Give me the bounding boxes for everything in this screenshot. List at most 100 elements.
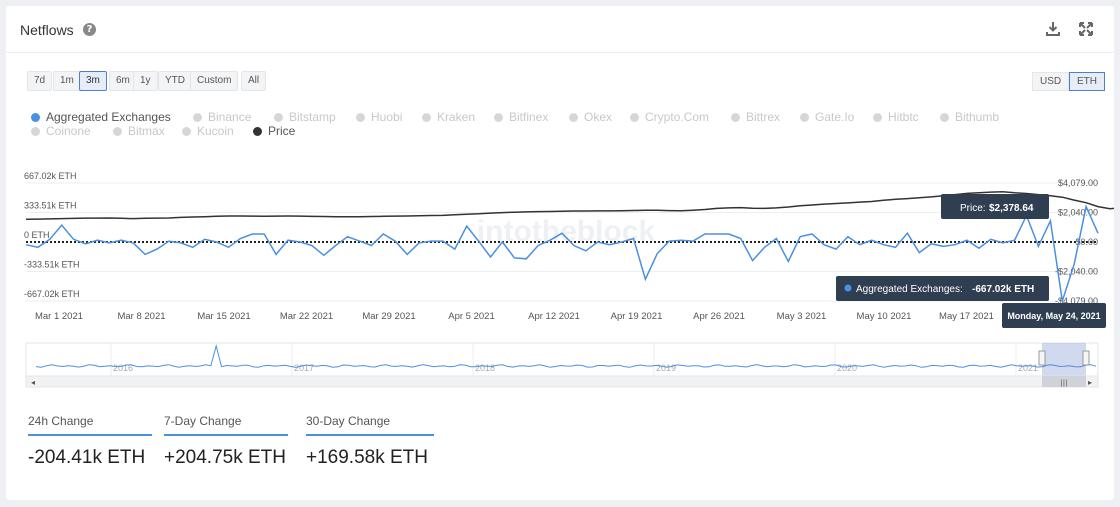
navigator-handle-right[interactable] [1082, 350, 1090, 366]
range-button-all[interactable]: All [241, 71, 267, 91]
unit-button-usd[interactable]: USD [1032, 72, 1070, 91]
series-tooltip-value: -667.02k ETH [972, 284, 1034, 295]
x-tick-label: May 10 2021 [857, 311, 912, 322]
navigator-year-label: 2019 [656, 363, 676, 373]
date-tooltip [1002, 303, 1106, 328]
navigator-year-label: 2017 [294, 363, 314, 373]
unit-button-eth[interactable]: ETH [1069, 72, 1105, 91]
navigator-handle-left[interactable] [1038, 350, 1046, 366]
legend-item-bithumb[interactable]: Bithumb [940, 110, 999, 124]
legend-item-kucoin[interactable]: Kucoin [182, 124, 234, 138]
series-line-aggregated-exchanges [25, 204, 1099, 302]
navigator-year-label: 2016 [113, 363, 133, 373]
navigator-year-label: 2020 [837, 363, 857, 373]
legend-label: Okex [584, 110, 613, 124]
range-button-1m[interactable]: 1m [53, 71, 81, 91]
stat-value: +169.58k ETH [306, 447, 428, 468]
x-tick-label: May 3 2021 [777, 311, 827, 322]
legend-label: Huobi [371, 110, 403, 124]
scroll-left-arrow-icon[interactable]: ◂ [31, 378, 35, 387]
y-tick-label-right: $2,040.00 [1058, 208, 1098, 218]
card-header: Netflows ? [6, 6, 1114, 53]
x-tick-label: Apr 12 2021 [528, 311, 580, 322]
range-button-6m[interactable]: 6m [109, 71, 137, 91]
legend-label: Gate.Io [815, 110, 855, 124]
series-tooltip-label: Aggregated Exchanges: [856, 284, 963, 295]
date-tooltip-text: Monday, May 24, 2021 [1007, 311, 1100, 321]
netflows-card: Netflows ? 7d 1m 3m 6m 1y YTD Custom All USD ETH… [6, 6, 1114, 500]
legend-dot [356, 112, 365, 122]
range-button-3m[interactable]: 3m [79, 71, 107, 91]
legend-dot [31, 112, 40, 122]
y-tick-label-right: -$4,079.00 [1055, 296, 1098, 306]
x-tick-label: Mar 8 2021 [117, 311, 165, 322]
legend-label: Bittrex [746, 110, 781, 124]
scrollbar-track[interactable] [25, 375, 1099, 388]
navigator-series-line [35, 344, 1097, 368]
legend-label: Hitbtc [888, 110, 919, 124]
range-button-7d[interactable]: 7d [27, 71, 53, 91]
x-tick-label: Apr 19 2021 [611, 311, 663, 322]
question-circle-icon[interactable]: ? [83, 23, 96, 36]
x-tick-label: Mar 22 2021 [280, 311, 333, 322]
y-tick-label-left: 0 ETH [24, 230, 50, 240]
x-tick-label: Apr 26 2021 [693, 311, 745, 322]
price-tooltip-label: Price: [960, 203, 986, 214]
legend-item-kraken[interactable]: Kraken [422, 110, 475, 124]
x-tick-label: May 17 2021 [939, 311, 994, 322]
legend-item-aggregated-exchanges[interactable]: Aggregated Exchanges [31, 110, 171, 124]
legend-item-okex[interactable]: Okex [569, 110, 612, 124]
stat-7-day-change: 7-Day Change +204.75k ETH [164, 414, 288, 469]
legend-dot [253, 126, 262, 136]
legend-item-binance[interactable]: Binance [193, 110, 251, 124]
navigator-year-label: 2021 [1018, 363, 1038, 373]
range-button-custom[interactable]: Custom [190, 71, 239, 91]
x-tick-label: Mar 1 2021 [35, 311, 83, 322]
y-tick-label-right: $4,079.00 [1058, 178, 1098, 188]
legend-item-bitstamp[interactable]: Bitstamp [274, 110, 336, 124]
legend-dot [182, 126, 191, 136]
legend-item-gate-io[interactable]: Gate.Io [800, 110, 854, 124]
legend-label: Bitstamp [289, 110, 336, 124]
stat-label: 30-Day Change [306, 414, 434, 436]
legend-dot [494, 112, 503, 122]
x-tick-label: Mar 15 2021 [197, 311, 250, 322]
x-tick-label: Mar 29 2021 [362, 311, 415, 322]
legend-item-bitmax[interactable]: Bitmax [113, 124, 165, 138]
download-icon[interactable] [1045, 21, 1061, 37]
legend-label: Bitmax [128, 124, 165, 138]
legend-item-bittrex[interactable]: Bittrex [731, 110, 780, 124]
legend-item-huobi[interactable]: Huobi [356, 110, 402, 124]
legend-dot [800, 112, 809, 122]
stat-24h-change: 24h Change -204.41k ETH [28, 414, 152, 469]
legend-label: Kraken [437, 110, 476, 124]
scrollbar-grip-icon: ||| [1060, 379, 1067, 387]
scrollbar-thumb[interactable] [1042, 376, 1086, 387]
legend-label: Bithumb [955, 110, 1000, 124]
legend-item-price[interactable]: Price [253, 124, 295, 138]
price-tooltip-value: $2,378.64 [989, 203, 1034, 214]
legend-item-coinone[interactable]: Coinone [31, 124, 91, 138]
legend-item-bitfinex[interactable]: Bitfinex [494, 110, 548, 124]
legend-dot [422, 112, 431, 122]
legend-label: Crypto.Com [645, 110, 710, 124]
stat-30-day-change: 30-Day Change +169.58k ETH [306, 414, 434, 469]
stat-value: +204.75k ETH [164, 447, 286, 468]
legend-dot [940, 112, 949, 122]
price-tooltip [941, 194, 1049, 219]
legend-item-crypto-com[interactable]: Crypto.Com [630, 110, 709, 124]
legend-dot [31, 126, 40, 136]
legend-item-hitbtc[interactable]: Hitbtc [873, 110, 919, 124]
expand-icon[interactable] [1078, 21, 1094, 37]
legend-dot [274, 112, 283, 122]
series-tooltip [836, 276, 1049, 301]
y-tick-label-left: -333.51k ETH [24, 260, 80, 270]
stat-label: 7-Day Change [164, 414, 288, 436]
scroll-right-arrow-icon[interactable]: ▸ [1088, 378, 1092, 387]
legend-label: Price [268, 124, 296, 138]
range-button-1y[interactable]: 1y [133, 71, 158, 91]
series-tooltip-dot [844, 284, 852, 292]
card-title: Netflows [20, 22, 74, 38]
legend-dot [630, 112, 639, 122]
navigator-frame [25, 342, 1099, 377]
